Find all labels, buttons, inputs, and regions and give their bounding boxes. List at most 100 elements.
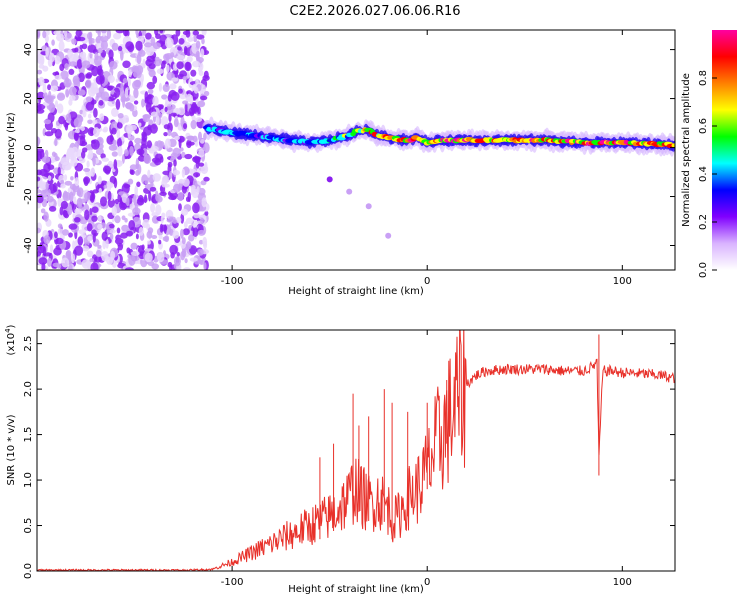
noise-blob	[78, 72, 85, 83]
noise-blob	[202, 236, 208, 247]
noise-blob	[155, 153, 163, 161]
noise-blob	[117, 137, 122, 148]
noise-blob	[151, 212, 159, 217]
noise-blob	[68, 264, 73, 270]
noise-blob	[89, 193, 95, 203]
noise-blob	[181, 237, 186, 245]
noise-blob	[103, 126, 109, 132]
noise-blob	[84, 209, 90, 221]
noise-blob	[38, 76, 45, 86]
noise-blob	[93, 127, 100, 138]
noise-blob	[87, 119, 93, 125]
noise-blob	[37, 189, 42, 194]
noise-blob	[99, 74, 105, 85]
noise-blob	[82, 110, 87, 118]
noise-blob	[120, 203, 128, 209]
noise-blob	[85, 79, 92, 89]
noise-blob	[51, 151, 56, 157]
figure-title: C2E2.2026.027.06.06.R16	[289, 4, 460, 19]
noise-blob	[79, 109, 83, 115]
noise-blob	[107, 182, 114, 189]
noise-blob	[191, 37, 194, 42]
noise-blob	[181, 168, 186, 178]
noise-blob	[48, 102, 56, 113]
noise-blob	[95, 147, 104, 156]
noise-blob	[175, 108, 180, 114]
noise-blob	[160, 116, 169, 127]
noise-blob	[100, 180, 108, 186]
noise-blob	[183, 45, 188, 56]
noise-blob	[180, 251, 186, 261]
noise-blob	[185, 61, 191, 71]
noise-blob	[142, 114, 151, 119]
noise-blob	[121, 154, 125, 164]
noise-blob	[141, 98, 145, 108]
noise-blob	[175, 30, 181, 37]
noise-blob	[182, 100, 189, 105]
noise-blob	[100, 251, 109, 262]
noise-blob	[183, 221, 188, 229]
noise-blob	[70, 176, 74, 181]
snr-line	[37, 330, 675, 571]
noise-blob	[170, 52, 175, 58]
noise-blob	[98, 187, 103, 194]
noise-blob	[66, 32, 72, 39]
noise-blob	[123, 30, 129, 37]
noise-blob	[203, 90, 210, 97]
noise-blob	[86, 250, 94, 258]
noise-blob	[64, 180, 73, 186]
noise-blob	[170, 91, 180, 102]
tail-blob	[326, 176, 333, 183]
noise-blob	[94, 52, 99, 61]
noise-blob	[71, 38, 77, 45]
noise-blob	[42, 30, 47, 39]
snr-y-tick-label: 2.0	[23, 381, 34, 397]
noise-blob	[69, 95, 76, 101]
noise-blob	[200, 164, 209, 175]
noise-blob	[81, 259, 91, 269]
noise-blob	[40, 208, 46, 214]
noise-blob	[65, 154, 70, 162]
noise-blob	[54, 231, 58, 239]
noise-blob	[192, 227, 199, 237]
noise-blob	[134, 185, 138, 196]
noise-blob	[148, 191, 152, 202]
noise-blob	[68, 68, 75, 75]
noise-blob	[133, 88, 139, 99]
noise-blob	[174, 135, 180, 141]
colorbar-tick-label: 0.2	[698, 214, 709, 230]
noise-blob	[37, 108, 45, 114]
noise-blob	[79, 51, 87, 59]
noise-blob	[52, 182, 58, 193]
noise-blob	[138, 226, 144, 236]
noise-blob	[130, 169, 135, 175]
noise-blob	[90, 262, 99, 270]
noise-blob	[198, 70, 204, 76]
noise-blob	[62, 190, 68, 202]
noise-blob	[201, 30, 207, 36]
noise-blob	[122, 60, 131, 69]
noise-blob	[133, 194, 137, 204]
noise-blob	[147, 94, 152, 100]
noise-blob	[101, 231, 108, 241]
noise-blob	[128, 220, 136, 231]
noise-blob	[146, 81, 155, 90]
noise-blob	[47, 257, 52, 267]
noise-blob	[162, 84, 170, 92]
noise-blob	[191, 115, 196, 121]
noise-blob	[193, 86, 199, 94]
noise-blob	[176, 252, 180, 257]
noise-blob	[117, 243, 124, 251]
noise-blob	[191, 188, 199, 199]
noise-blob	[73, 196, 77, 204]
noise-blob	[111, 151, 118, 157]
noise-blob	[101, 157, 110, 162]
noise-blob	[201, 197, 207, 208]
noise-blob	[54, 55, 61, 65]
noise-blob	[106, 135, 115, 145]
noise-blob	[108, 49, 114, 60]
spectrogram-y-tick-label: 40	[23, 43, 34, 56]
colorbar-tick-label: 0.0	[698, 262, 709, 278]
noise-blob	[126, 127, 131, 135]
noise-blob	[128, 95, 135, 103]
